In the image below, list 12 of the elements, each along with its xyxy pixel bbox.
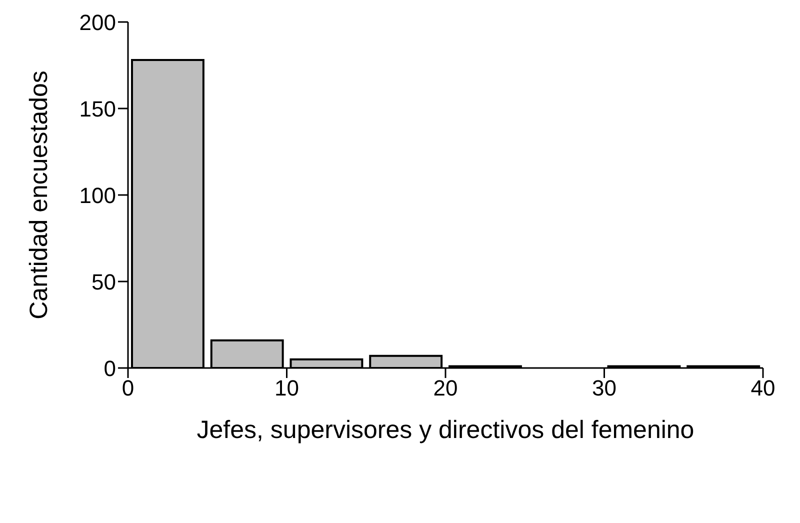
x-tick-label: 40 [750, 376, 776, 401]
x-axis-title: Jefes, supervisores y directivos del femenino [196, 416, 694, 444]
x-tick-label: 30 [592, 376, 616, 401]
y-tick-label: 0 [104, 356, 116, 381]
x-tick-label: 20 [433, 376, 458, 401]
y-tick-label: 150 [79, 96, 116, 122]
y-tick-label: 50 [92, 269, 116, 294]
x-tick-label: 0 [122, 376, 134, 401]
y-tick-label: 200 [79, 10, 116, 35]
y-axis-title: Cantidad encuestados [24, 70, 53, 320]
y-tick-label: 100 [79, 182, 116, 208]
x-tick-label: 10 [274, 376, 299, 401]
